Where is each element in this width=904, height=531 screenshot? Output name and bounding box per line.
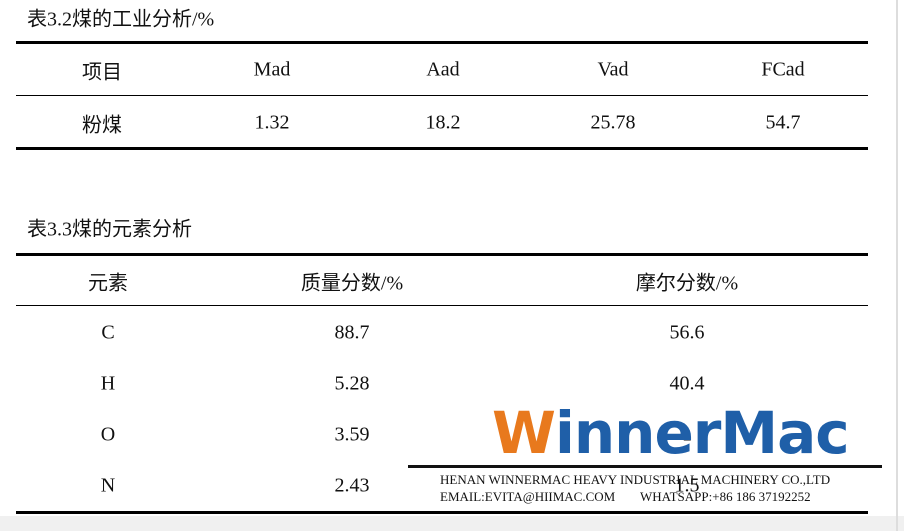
cell: O [100, 423, 116, 446]
header-cell: Mad [253, 58, 291, 81]
table-title: 表3.3煤的元素分析 [27, 218, 192, 241]
whatsapp: WHATSAPP:+86 186 37192252 [640, 489, 811, 504]
header-cell: 项目 [82, 61, 122, 84]
logo-rule [408, 465, 882, 468]
cell: 5.28 [334, 372, 370, 395]
header-cell: 元素 [88, 272, 128, 295]
rule [16, 41, 868, 44]
edge [896, 0, 898, 531]
header-cell: Vad [597, 58, 629, 81]
cell: 粉煤 [82, 114, 122, 137]
table-title: 表3.2煤的工业分析/% [27, 8, 215, 31]
cell: 3.59 [334, 423, 370, 446]
cell: 1.32 [254, 111, 290, 134]
rule [16, 253, 868, 256]
cell: N [100, 474, 116, 497]
rule [16, 511, 868, 514]
cell: 1 [682, 423, 692, 446]
rule [16, 305, 868, 306]
cell: H [100, 372, 116, 395]
cell: 1.5 [674, 474, 700, 497]
cell: 40.4 [669, 372, 705, 395]
cell: 88.7 [334, 321, 370, 344]
header-cell: Aad [426, 58, 460, 81]
cell: 18.2 [425, 111, 461, 134]
header-cell: FCad [761, 58, 805, 81]
cell: 56.6 [669, 321, 705, 344]
bottom-strip [0, 516, 904, 531]
rule [16, 95, 868, 96]
logo: WinnerMac [492, 399, 850, 467]
email: EMAIL:EVITA@HIIMAC.COM [440, 489, 616, 504]
company: HENAN WINNERMAC HEAVY INDUSTRIAL MACHINE… [440, 472, 831, 487]
cell: 54.7 [765, 111, 801, 134]
header-cell: 质量分数/% [300, 272, 404, 295]
cell: 2.43 [334, 474, 370, 497]
cell: C [101, 321, 115, 344]
header-cell: 摩尔分数/% [635, 272, 739, 295]
cell: 25.78 [590, 111, 636, 134]
rule [16, 147, 868, 150]
